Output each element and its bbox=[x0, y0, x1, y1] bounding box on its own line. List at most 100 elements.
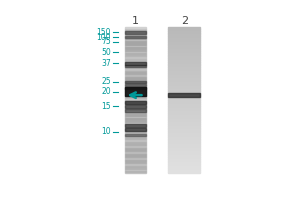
Bar bbox=[168, 84, 200, 86]
Bar bbox=[125, 97, 146, 98]
Bar bbox=[125, 82, 146, 83]
Bar bbox=[168, 93, 200, 95]
Bar bbox=[125, 33, 146, 35]
Bar bbox=[168, 104, 200, 106]
Bar bbox=[125, 31, 146, 34]
Bar bbox=[168, 36, 200, 38]
Bar bbox=[125, 137, 146, 138]
Bar bbox=[125, 65, 146, 67]
Bar bbox=[168, 33, 200, 34]
Bar bbox=[168, 109, 200, 111]
Bar bbox=[125, 65, 146, 66]
Bar bbox=[125, 118, 146, 119]
Bar bbox=[168, 166, 200, 168]
Text: 150: 150 bbox=[96, 28, 111, 37]
Bar bbox=[168, 128, 200, 129]
Bar bbox=[125, 77, 146, 78]
Bar bbox=[125, 162, 146, 163]
Bar bbox=[125, 67, 146, 68]
Bar bbox=[125, 89, 146, 90]
Bar bbox=[168, 113, 200, 115]
Bar bbox=[168, 82, 200, 84]
Bar bbox=[168, 106, 200, 108]
Bar bbox=[125, 107, 146, 108]
Bar bbox=[125, 64, 146, 65]
Bar bbox=[125, 131, 146, 132]
Bar bbox=[168, 86, 200, 87]
Bar bbox=[125, 127, 146, 128]
Text: 75: 75 bbox=[101, 37, 111, 46]
Bar bbox=[125, 94, 146, 95]
Bar bbox=[125, 35, 146, 36]
Bar bbox=[125, 73, 146, 74]
Bar bbox=[125, 81, 146, 83]
Bar bbox=[125, 70, 146, 71]
Bar bbox=[168, 42, 200, 44]
Bar bbox=[125, 160, 146, 161]
Bar bbox=[168, 157, 200, 159]
Bar bbox=[168, 69, 200, 71]
Bar bbox=[168, 129, 200, 131]
Bar bbox=[125, 113, 146, 114]
Bar bbox=[125, 116, 146, 118]
Bar bbox=[168, 146, 200, 148]
Bar bbox=[168, 115, 200, 117]
Bar bbox=[125, 41, 146, 42]
Bar bbox=[125, 91, 146, 92]
Bar bbox=[125, 39, 146, 41]
Bar bbox=[125, 143, 146, 144]
Bar bbox=[125, 59, 146, 60]
Bar bbox=[168, 135, 200, 137]
Bar bbox=[125, 109, 146, 112]
Bar bbox=[125, 168, 146, 169]
Bar bbox=[125, 135, 146, 136]
Bar bbox=[125, 101, 146, 104]
Bar bbox=[125, 92, 146, 93]
Bar bbox=[168, 159, 200, 161]
Bar bbox=[125, 171, 146, 172]
Bar bbox=[168, 117, 200, 119]
Bar bbox=[125, 151, 146, 152]
Bar bbox=[125, 36, 146, 37]
Bar bbox=[125, 84, 146, 85]
Bar bbox=[125, 155, 146, 156]
Bar bbox=[168, 162, 200, 164]
Bar bbox=[125, 86, 146, 87]
Bar bbox=[125, 112, 146, 113]
Bar bbox=[168, 64, 200, 65]
Bar bbox=[125, 163, 146, 164]
Bar bbox=[125, 68, 146, 69]
Text: 15: 15 bbox=[101, 102, 111, 111]
Bar bbox=[168, 51, 200, 53]
Text: 1: 1 bbox=[132, 16, 139, 26]
Bar bbox=[125, 136, 146, 137]
Bar bbox=[125, 130, 146, 131]
Bar bbox=[125, 125, 146, 126]
Bar bbox=[125, 106, 146, 107]
Bar bbox=[168, 89, 200, 91]
Bar bbox=[125, 156, 146, 157]
Bar bbox=[125, 124, 146, 125]
Bar bbox=[168, 45, 200, 47]
Bar bbox=[125, 88, 146, 89]
Bar bbox=[125, 149, 146, 150]
Bar bbox=[125, 103, 146, 104]
Bar bbox=[125, 79, 146, 80]
Bar bbox=[168, 140, 200, 142]
Bar bbox=[125, 27, 146, 173]
Bar bbox=[168, 108, 200, 109]
Bar bbox=[125, 84, 146, 86]
Bar bbox=[168, 47, 200, 49]
Bar bbox=[125, 32, 146, 33]
Bar bbox=[125, 138, 146, 139]
Bar bbox=[125, 147, 146, 148]
Bar bbox=[168, 60, 200, 62]
Bar bbox=[125, 45, 146, 47]
Bar bbox=[125, 62, 146, 63]
Text: 2: 2 bbox=[182, 16, 189, 26]
Bar bbox=[168, 102, 200, 104]
Bar bbox=[125, 29, 146, 30]
Bar bbox=[168, 58, 200, 60]
Bar bbox=[125, 62, 146, 65]
Bar bbox=[168, 142, 200, 144]
